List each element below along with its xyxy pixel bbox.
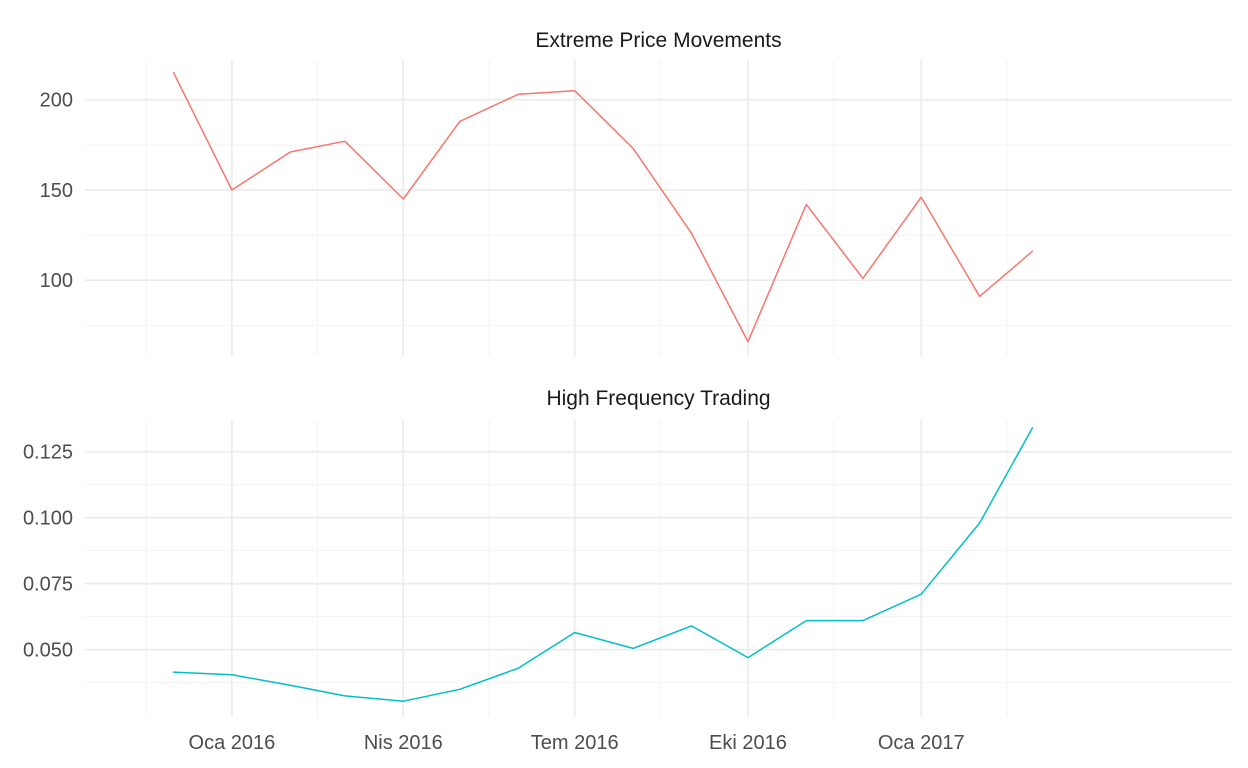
x-tick-label: Nis 2016 (364, 732, 443, 754)
series-line-1 (172, 427, 1034, 702)
panel-title: Extreme Price Movements (535, 29, 781, 52)
y-tick-label: 100 (40, 270, 73, 292)
y-tick-label: 0.075 (23, 574, 73, 596)
series-line-0 (172, 71, 1034, 343)
panel-title: High Frequency Trading (546, 387, 770, 410)
panel-1: 0.050 0.075 0.100 0.125 High Frequency Tradi… (23, 387, 1232, 717)
x-tick-label: Tem 2016 (531, 732, 619, 754)
y-tick-label: 150 (40, 180, 73, 202)
y-tick-label: 200 (40, 90, 73, 112)
x-tick-label: Oca 2017 (878, 732, 965, 754)
y-tick-label: 0.100 (23, 508, 73, 530)
y-tick-label: 0.050 (23, 640, 73, 662)
x-tick-label: Eki 2016 (709, 732, 787, 754)
y-tick-label: 0.125 (23, 442, 73, 464)
panel-0: 100 150 200 Extreme Price Movements (40, 29, 1232, 356)
x-tick-label: Oca 2016 (189, 732, 276, 754)
